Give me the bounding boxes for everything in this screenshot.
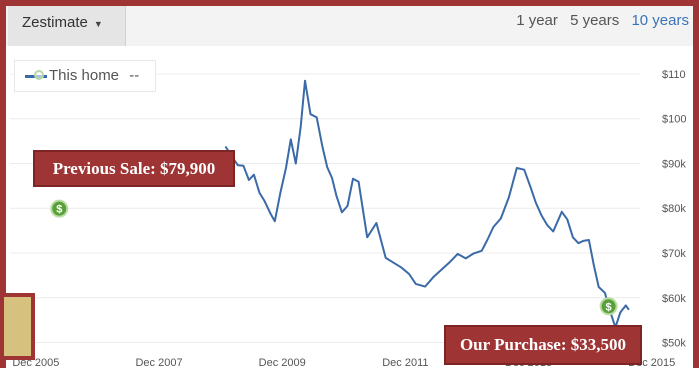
legend-label: This home — [49, 67, 120, 84]
y-tick-label: $90k — [662, 158, 686, 170]
legend[interactable]: This home -- — [14, 60, 156, 92]
x-tick-label: Dec 2005 — [12, 357, 59, 368]
x-tick-label: Dec 2009 — [259, 357, 306, 368]
y-axis-ticks: $110 $100 $90k $80k $70k $60k $50k — [662, 69, 686, 350]
caret-down-icon: ▼ — [93, 19, 103, 29]
y-tick-label: $60k — [662, 293, 686, 305]
range-tabs: 1 year 5 years 10 years — [508, 12, 689, 29]
y-tick-label: $100 — [662, 114, 686, 126]
tab-1-year[interactable]: 1 year — [516, 12, 558, 29]
series-line-group — [224, 79, 630, 329]
tab-10-years[interactable]: 10 years — [631, 12, 689, 29]
legend-marker-icon — [34, 70, 44, 80]
y-tick-label: $80k — [662, 203, 686, 215]
y-tick-label: $70k — [662, 248, 686, 260]
chart-grid — [10, 73, 640, 344]
y-tick-label: $50k — [662, 338, 686, 350]
tab-5-years[interactable]: 5 years — [570, 12, 620, 29]
x-tick-label: Dec 2011 — [382, 357, 428, 368]
zestimate-dropdown[interactable]: Zestimate ▼ — [8, 6, 126, 46]
legend-value: -- — [129, 67, 140, 84]
dropdown-label: Zestimate — [22, 14, 88, 31]
svg-text:$: $ — [56, 204, 62, 216]
dollar-circle-icon[interactable]: $ — [599, 297, 618, 316]
beige-overlay-box — [0, 293, 35, 360]
dollar-circle-icon[interactable]: $ — [50, 199, 69, 218]
sale-marker-group: $$ — [50, 199, 618, 316]
svg-text:$: $ — [606, 301, 612, 313]
series-line — [224, 79, 630, 329]
y-tick-label: $110 — [662, 69, 686, 81]
purchase-callout: Our Purchase: $33,500 — [444, 325, 642, 365]
x-tick-label: Dec 2007 — [135, 357, 182, 368]
x-tick-label: Dec 2015 — [628, 357, 675, 368]
previous-sale-callout: Previous Sale: $79,900 — [33, 150, 235, 187]
